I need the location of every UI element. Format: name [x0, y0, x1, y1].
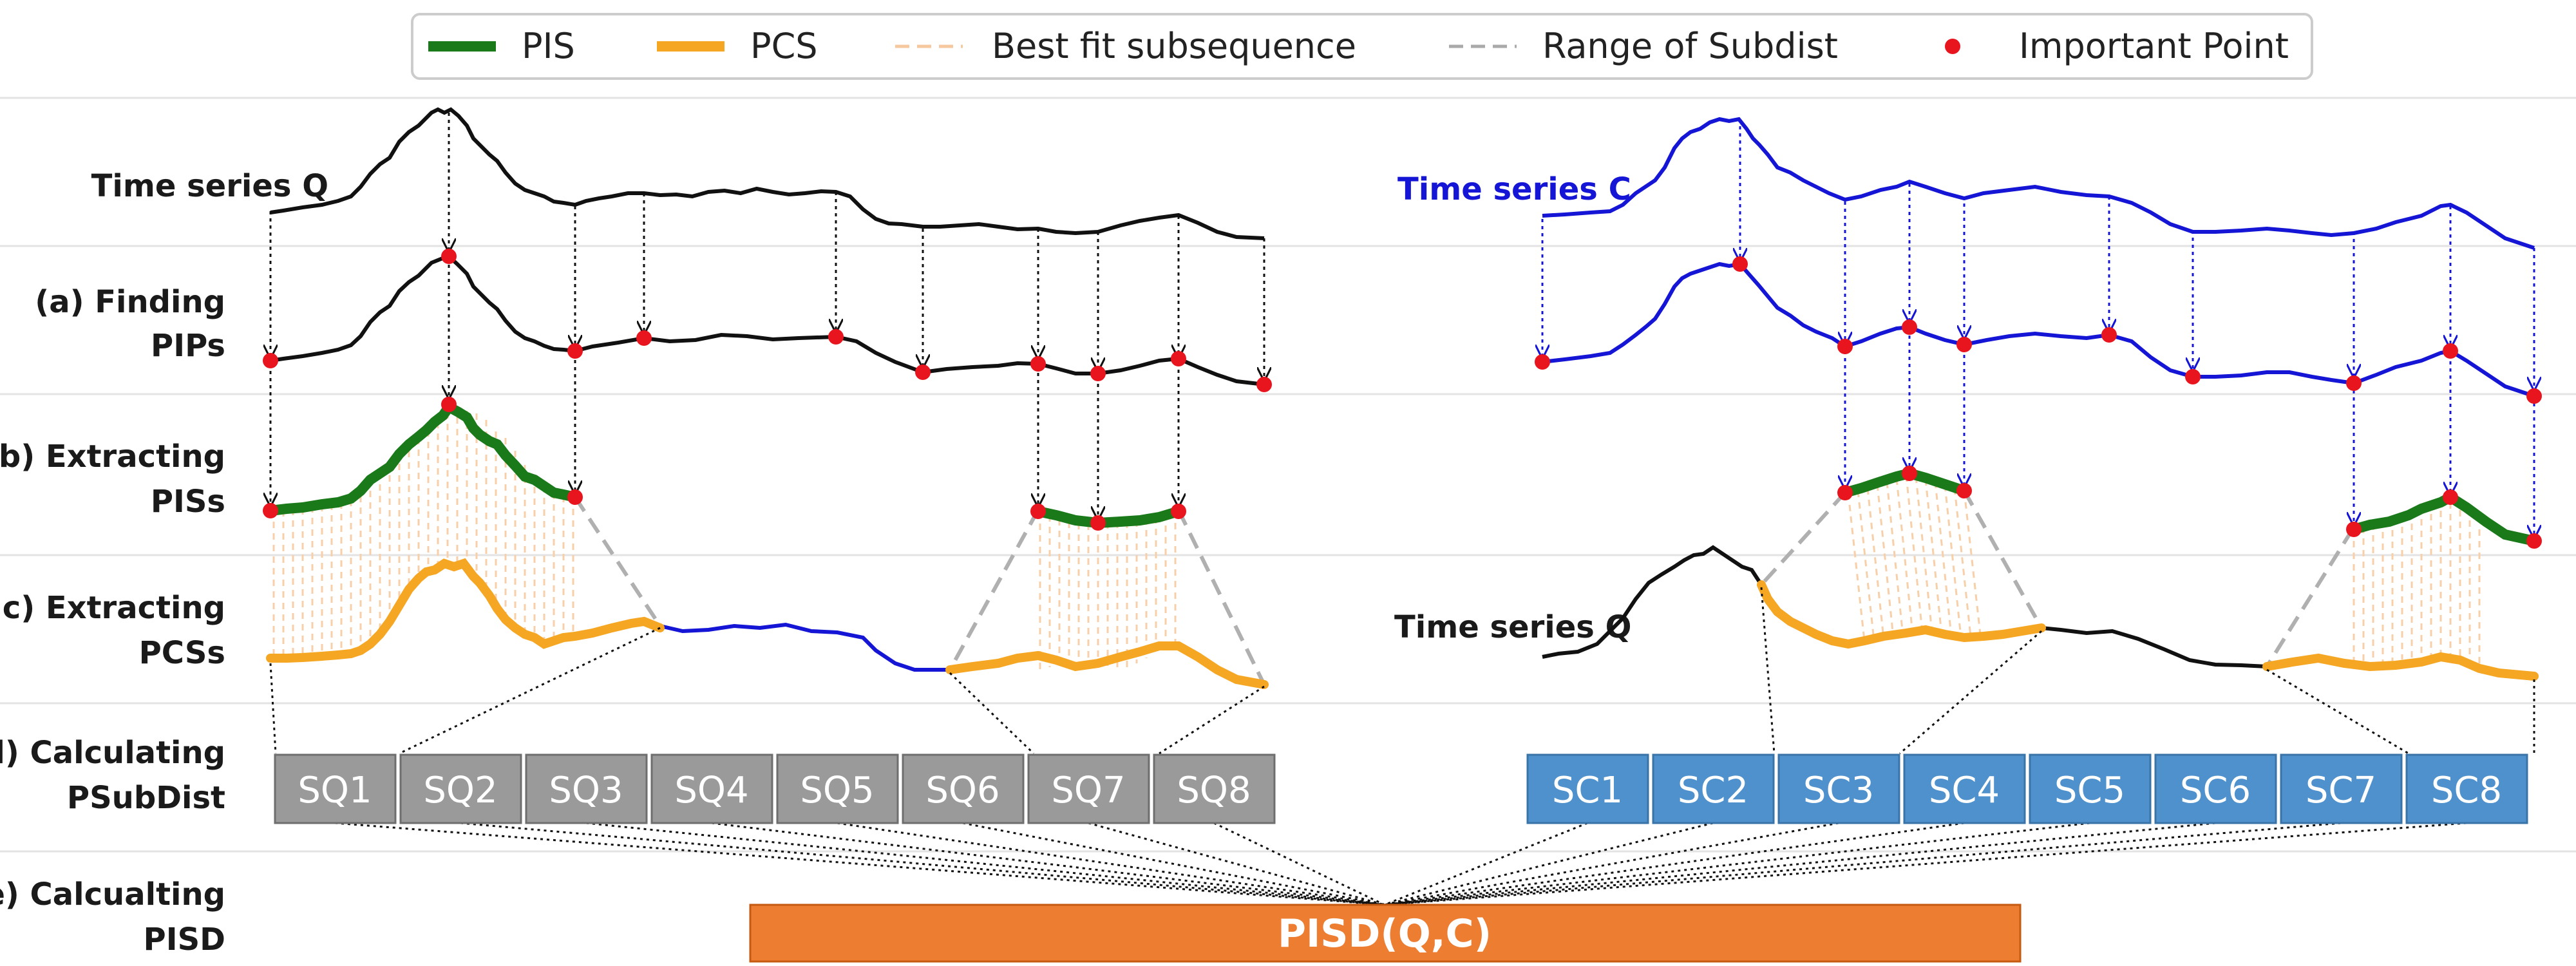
legend-label-best-fit: Best fit subsequence: [992, 26, 1356, 66]
step-b-label-2: PISs: [151, 484, 225, 520]
time-series-q-label: Time series Q: [91, 168, 328, 204]
best-fit-hatch-left-2: [1039, 511, 1177, 670]
sq-box-1: SQ1: [274, 753, 397, 824]
pcs-left-1: [266, 558, 665, 663]
time-series-q-right: [1542, 545, 1763, 659]
sc-box-3: SC3: [1777, 753, 1900, 824]
arrows-q-to-a: [270, 113, 1264, 380]
sq-box-7-label: SQ7: [1051, 770, 1125, 811]
pcs-right-2: [2262, 652, 2539, 681]
sc-box-1-label: SC1: [1552, 770, 1623, 811]
sc-box-3-label: SC3: [1803, 770, 1874, 811]
legend-frame: [411, 13, 2313, 80]
step-c-label-2: PCSs: [139, 635, 225, 671]
sq-box-8: SQ8: [1153, 753, 1276, 824]
best-fit-hatch-right-1: [1847, 475, 1982, 641]
pis-right-2: [2349, 491, 2539, 546]
sc-box-8: SC8: [2405, 753, 2528, 824]
pis-left-1: [265, 400, 580, 516]
pisd-result-box: PISD(Q,C): [749, 904, 2022, 963]
sc-box-7-label: SC7: [2306, 770, 2376, 811]
legend: PIS PCS Best fit subsequence Range of Su…: [411, 13, 2313, 80]
step-e-label-1: (e) Calcualting: [0, 876, 225, 913]
important-points-left: [263, 249, 1272, 531]
sc-box-2-label: SC2: [1678, 770, 1748, 811]
row-separators: [0, 97, 2576, 853]
pis-left-2: [1033, 506, 1184, 529]
legend-label-range: Range of Subdist: [1542, 26, 1838, 66]
sc-box-2: SC2: [1652, 753, 1775, 824]
subseq-to-box-lines: [269, 587, 2535, 755]
pcs-left-blue-middle: [659, 622, 950, 672]
sc-box-4-label: SC4: [1929, 770, 2000, 811]
time-series-q-right-mid: [2041, 626, 2268, 668]
step-c-label-1: (c) Extracting: [0, 590, 225, 626]
sq-box-5-label: SQ5: [800, 770, 874, 811]
step-a-label-2: PIPs: [151, 328, 225, 364]
step-a-label-1: (a) Finding: [35, 284, 225, 320]
sc-box-1: SC1: [1526, 753, 1649, 824]
best-fit-hatch-left-1: [272, 406, 574, 657]
arrows-a-to-b: [270, 258, 1179, 519]
step-d-label-1: (d) Calculating: [0, 735, 225, 771]
pisd-result-label: PISD(Q,C): [1278, 911, 1492, 956]
sq-box-6-label: SQ6: [925, 770, 999, 811]
range-lines-left: [573, 496, 1266, 686]
sq-box-8-label: SQ8: [1177, 770, 1251, 811]
step-d-label-2: PSubDist: [67, 780, 225, 816]
legend-swatch-important-point: [1945, 39, 1960, 54]
sc-box-4: SC4: [1903, 753, 2026, 824]
time-series-c-pips: [1542, 261, 2535, 398]
time-series-q-right-label: Time series Q: [1394, 609, 1631, 645]
sq-box-2: SQ2: [399, 753, 522, 824]
step-labels: (a) Finding PIPs (b) Extracting PISs (c)…: [0, 284, 225, 958]
range-lines-right: [1759, 489, 2354, 668]
time-series-q-pips: [270, 254, 1265, 386]
sc-box-5: SC5: [2029, 753, 2152, 824]
time-series-c-label: Time series C: [1397, 171, 1631, 207]
pcs-right-1: [1757, 580, 2046, 649]
sq-box-3: SQ3: [525, 753, 648, 824]
step-e-label-2: PISD: [144, 922, 225, 958]
sc-box-8-label: SC8: [2431, 770, 2502, 811]
legend-label-pis: PIS: [522, 26, 575, 66]
important-points-right: [1535, 256, 2542, 549]
sq-box-7: SQ7: [1027, 753, 1150, 824]
box-to-result-lines: [334, 822, 2467, 906]
sc-boxes: SC1 SC2 SC3 SC4 SC5 SC6 SC7 SC8: [1526, 753, 2528, 824]
sc-box-6: SC6: [2154, 753, 2277, 824]
sc-box-6-label: SC6: [2180, 770, 2251, 811]
time-series-q-top: [270, 107, 1265, 240]
sq-boxes: SQ1 SQ2 SQ3 SQ4 SQ5 SQ6 SQ7 SQ8: [274, 753, 1276, 824]
sq-box-5: SQ5: [776, 753, 899, 824]
best-fit-hatch-right-2: [2353, 499, 2481, 670]
sq-box-4-label: SQ4: [674, 770, 748, 811]
arrows-c-to-a: [1542, 119, 2534, 390]
sc-box-5-label: SC5: [2054, 770, 2125, 811]
sc-box-7: SC7: [2280, 753, 2403, 824]
legend-label-pcs: PCS: [750, 26, 818, 66]
pcs-left-2: [945, 641, 1269, 689]
arrows-a-to-b-right: [1845, 328, 2534, 538]
sq-box-3-label: SQ3: [549, 770, 623, 811]
time-series-c-top: [1542, 117, 2535, 250]
legend-label-important-point: Important Point: [2019, 26, 2289, 66]
step-b-label-1: (b) Extracting: [0, 439, 225, 475]
sq-box-1-label: SQ1: [298, 770, 372, 811]
sq-box-4: SQ4: [650, 753, 773, 824]
sq-box-6: SQ6: [902, 753, 1025, 824]
sq-box-2-label: SQ2: [423, 770, 497, 811]
